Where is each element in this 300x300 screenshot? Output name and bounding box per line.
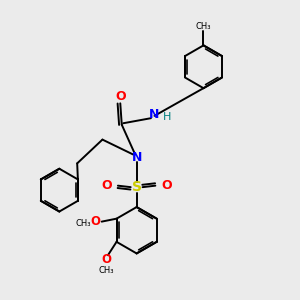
Text: N: N <box>131 151 142 164</box>
Text: CH₃: CH₃ <box>76 219 91 228</box>
Text: O: O <box>90 215 100 228</box>
Text: O: O <box>101 253 111 266</box>
Text: H: H <box>163 112 171 122</box>
Text: O: O <box>115 90 126 103</box>
Text: CH₃: CH₃ <box>99 266 115 274</box>
Text: O: O <box>161 179 172 192</box>
Text: S: S <box>132 180 142 194</box>
Text: O: O <box>102 179 112 192</box>
Text: CH₃: CH₃ <box>196 22 211 31</box>
Text: N: N <box>149 108 160 121</box>
